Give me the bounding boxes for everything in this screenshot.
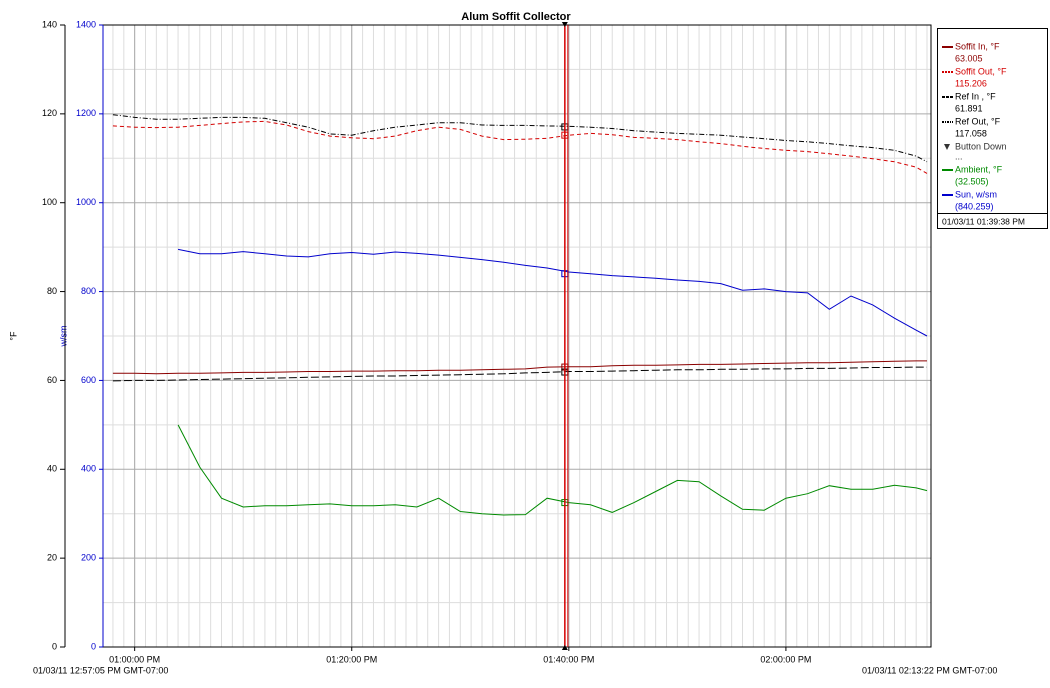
y-tick-label: 40 [47,464,57,474]
legend-event-marker [944,144,950,150]
series-line [112,114,928,163]
series-line [112,366,927,382]
y-tick-label: 140 [42,19,57,29]
chart-title: Alum Soffit Collector [461,11,571,23]
x-end-label: 01/03/11 02:13:22 PM GMT-07:00 [862,665,997,675]
y2-tick-label: 400 [81,464,96,474]
legend-label: Soffit Out, °F [955,66,1007,76]
legend-label: Ref Out, °F [955,116,1001,126]
legend-label: Soffit In, °F [955,41,1000,51]
event-marker [561,22,568,27]
x-start-label: 01/03/11 12:57:05 PM GMT-07:00 [33,665,168,675]
y2-tick-label: 1200 [76,108,96,118]
y2-tick-label: 0 [91,641,96,651]
y2-tick-label: 600 [81,375,96,385]
x-tick-label: 01:40:00 PM [543,654,594,664]
x-tick-label: 01:20:00 PM [326,654,377,664]
legend-value: 63.005 [955,53,983,63]
legend-value: (32.505) [955,176,989,186]
legend-box [937,28,1048,229]
legend-label: Ref In , °F [955,91,996,101]
y-tick-label: 20 [47,553,57,563]
x-tick-label: 01:00:00 PM [109,654,160,664]
y-tick-label: 0 [52,641,57,651]
event-marker [561,645,568,650]
y-tick-label: 120 [42,108,57,118]
y2-tick-label: 200 [81,553,96,563]
y-tick-label: 80 [47,286,57,296]
series-line [112,120,928,174]
legend-value: 117.058 [955,128,987,138]
legend-value: (840.259) [955,201,994,211]
y2-tick-label: 1000 [76,197,96,207]
legend-label: Button Down [955,141,1007,151]
y2-tick-label: 800 [81,286,96,296]
series-line [177,424,928,516]
y-axis-title: °F [8,331,18,341]
series-line [112,360,927,375]
legend-label: Ambient, °F [955,164,1003,174]
cursor-time: 01/03/11 01:39:38 PM [942,216,1025,226]
legend-value: ... [955,151,963,161]
series-line [178,248,928,337]
x-tick-label: 02:00:00 PM [760,654,811,664]
y-tick-label: 100 [42,197,57,207]
y2-axis-title: w/sm [58,326,68,348]
y-tick-label: 60 [47,375,57,385]
legend-value: 115.206 [955,78,987,88]
y2-tick-label: 1400 [76,19,96,29]
legend-label: Sun, w/sm [955,189,997,199]
legend-value: 61.891 [955,103,983,113]
